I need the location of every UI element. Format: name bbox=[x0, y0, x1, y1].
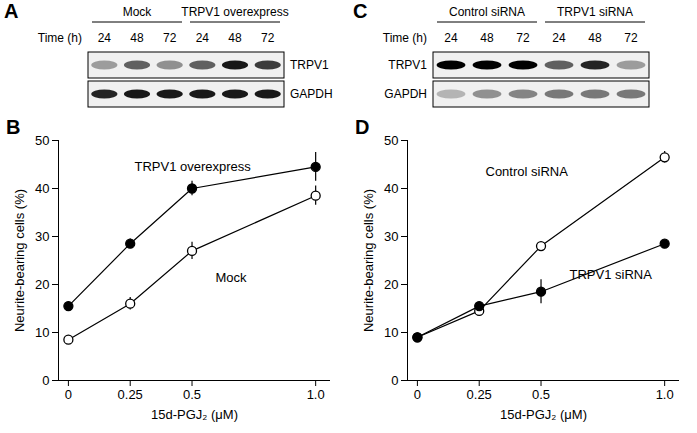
svg-text:10: 10 bbox=[384, 325, 398, 340]
svg-text:24: 24 bbox=[98, 31, 112, 45]
svg-text:0.25: 0.25 bbox=[467, 387, 492, 402]
svg-text:0: 0 bbox=[414, 387, 421, 402]
svg-text:15d-PGJ₂ (μM): 15d-PGJ₂ (μM) bbox=[151, 407, 238, 422]
svg-text:72: 72 bbox=[516, 31, 530, 45]
svg-text:GAPDH: GAPDH bbox=[384, 87, 427, 101]
html-text:D: D bbox=[355, 116, 370, 138]
html-text:C: C bbox=[353, 0, 368, 22]
svg-text:48: 48 bbox=[130, 31, 144, 45]
svg-text:15d-PGJ₂ (μM): 15d-PGJ₂ (μM) bbox=[500, 407, 587, 422]
svg-text:TRPV1: TRPV1 bbox=[290, 58, 329, 72]
svg-text:0.5: 0.5 bbox=[532, 387, 550, 402]
svg-text:72: 72 bbox=[163, 31, 177, 45]
svg-text:Mock: Mock bbox=[216, 270, 248, 285]
svg-text:48: 48 bbox=[228, 31, 242, 45]
svg-text:48: 48 bbox=[480, 31, 494, 45]
html-text:A: A bbox=[4, 0, 19, 22]
svg-text:TRPV1 siRNA: TRPV1 siRNA bbox=[557, 5, 633, 19]
svg-text:72: 72 bbox=[624, 31, 638, 45]
svg-text:40: 40 bbox=[35, 181, 49, 196]
svg-text:72: 72 bbox=[261, 31, 275, 45]
svg-text:0.5: 0.5 bbox=[183, 387, 201, 402]
svg-text:24: 24 bbox=[196, 31, 210, 45]
svg-text:24: 24 bbox=[552, 31, 566, 45]
svg-text:30: 30 bbox=[384, 229, 398, 244]
svg-text:Control siRNA: Control siRNA bbox=[486, 164, 569, 179]
svg-text:Time (h): Time (h) bbox=[383, 31, 427, 45]
svg-text:20: 20 bbox=[384, 277, 398, 292]
svg-text:48: 48 bbox=[588, 31, 602, 45]
svg-text:0.25: 0.25 bbox=[118, 387, 143, 402]
html-text:B: B bbox=[6, 116, 21, 138]
svg-text:Neurite-bearing cells (%): Neurite-bearing cells (%) bbox=[12, 189, 27, 332]
svg-text:Neurite-bearing cells (%): Neurite-bearing cells (%) bbox=[361, 189, 376, 332]
svg-text:Mock: Mock bbox=[123, 5, 153, 19]
svg-text:0: 0 bbox=[42, 373, 49, 388]
svg-text:TRPV1 siRNA: TRPV1 siRNA bbox=[570, 267, 653, 282]
svg-text:0: 0 bbox=[65, 387, 72, 402]
svg-text:GAPDH: GAPDH bbox=[290, 87, 333, 101]
svg-text:1.0: 1.0 bbox=[656, 387, 674, 402]
svg-text:Control siRNA: Control siRNA bbox=[449, 5, 525, 19]
svg-text:10: 10 bbox=[35, 325, 49, 340]
svg-text:40: 40 bbox=[384, 181, 398, 196]
svg-text:50: 50 bbox=[384, 133, 398, 148]
svg-text:TRPV1 overexpress: TRPV1 overexpress bbox=[181, 5, 288, 19]
svg-text:TRPV1 overexpress: TRPV1 overexpress bbox=[135, 159, 252, 174]
svg-text:Time (h): Time (h) bbox=[38, 31, 82, 45]
svg-text:30: 30 bbox=[35, 229, 49, 244]
svg-text:1.0: 1.0 bbox=[307, 387, 325, 402]
svg-text:0: 0 bbox=[391, 373, 398, 388]
svg-text:20: 20 bbox=[35, 277, 49, 292]
svg-text:50: 50 bbox=[35, 133, 49, 148]
svg-text:TRPV1: TRPV1 bbox=[388, 58, 427, 72]
svg-text:24: 24 bbox=[444, 31, 458, 45]
